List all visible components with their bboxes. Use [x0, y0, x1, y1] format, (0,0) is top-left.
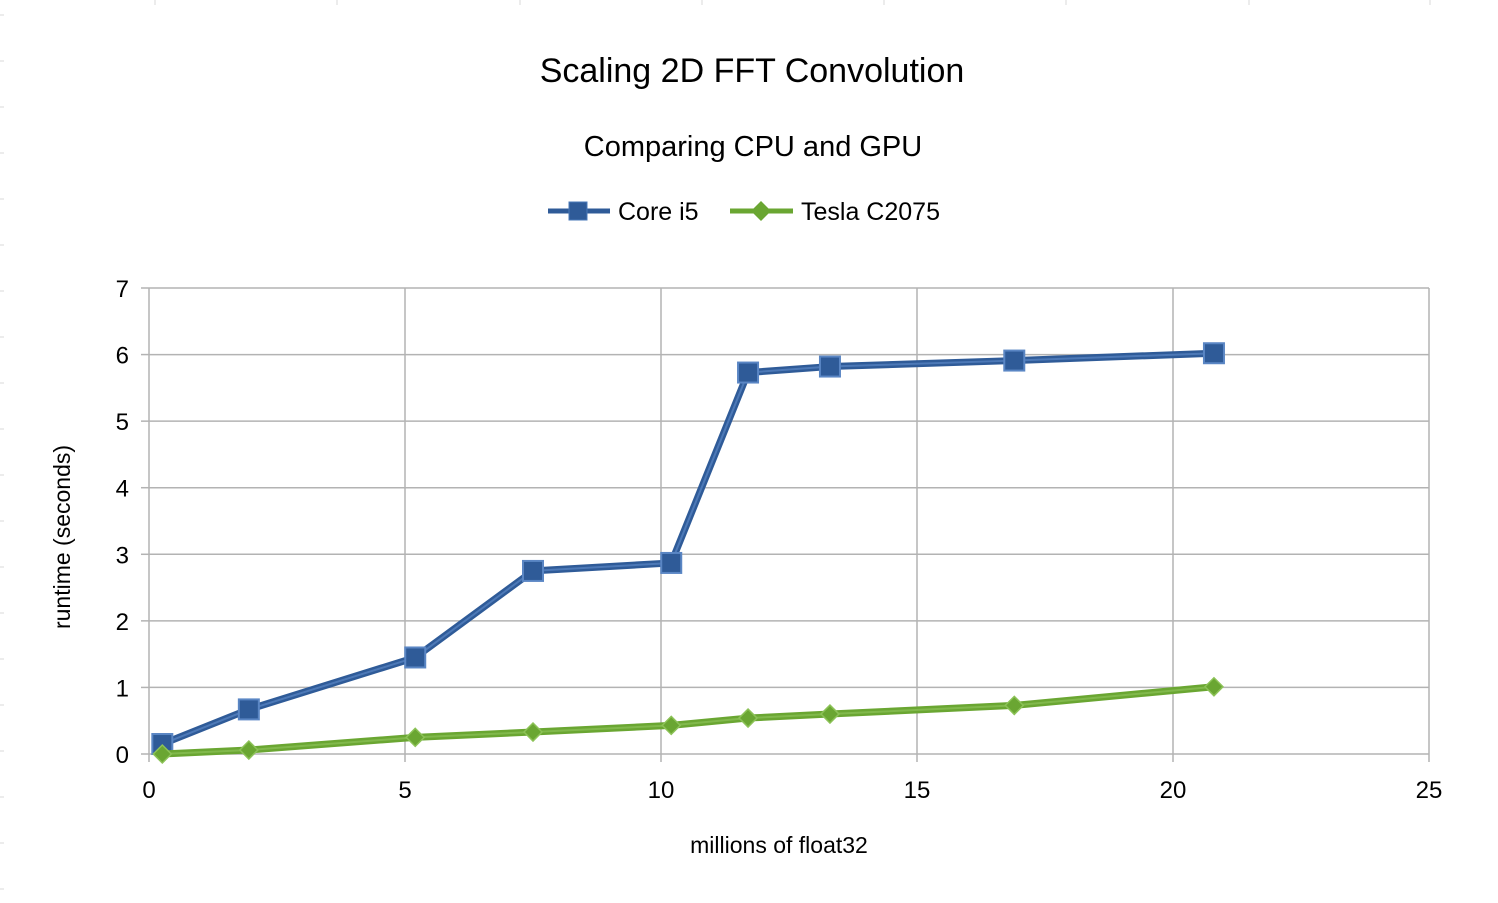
series-tesla-c2075: [152, 676, 1225, 765]
plot-area: 0 5 10 15 20 25 0 1 2 3 4 5 6 7: [116, 276, 1443, 804]
y-tick-label: 4: [116, 476, 129, 503]
data-point-core-i5: [404, 646, 427, 669]
legend-label-tesla-c2075: Tesla C2075: [801, 198, 940, 226]
legend-label-core-i5: Core i5: [618, 198, 699, 226]
data-point-core-i5: [660, 551, 683, 574]
x-tick-label: 5: [398, 777, 411, 804]
x-tick-label: 20: [1160, 777, 1187, 804]
data-point-tesla-c2075: [1203, 676, 1225, 697]
data-point-tesla-c2075: [522, 721, 544, 743]
axes: [141, 287, 1430, 762]
x-tick-label: 10: [648, 777, 675, 804]
data-point-tesla-c2075: [1004, 695, 1025, 716]
data-point-core-i5: [522, 559, 544, 582]
data-point-tesla-c2075: [238, 739, 259, 761]
series-layer: [151, 342, 1225, 765]
data-point-core-i5: [818, 355, 841, 378]
data-point-core-i5: [237, 698, 260, 721]
y-tick-label: 2: [116, 609, 129, 636]
y-tick-label: 0: [116, 742, 129, 769]
y-axis-label: runtime (seconds): [49, 445, 75, 629]
sheet-edge-marks: [0, 0, 1431, 890]
data-point-tesla-c2075: [819, 703, 841, 725]
x-tick-label: 25: [1416, 777, 1443, 804]
data-point-tesla-c2075: [661, 715, 682, 736]
y-axis-ticks: 0 1 2 3 4 5 6 7: [116, 276, 129, 769]
chart-title: Scaling 2D FFT Convolution: [540, 52, 965, 90]
y-tick-label: 3: [116, 542, 129, 569]
y-tick-label: 6: [116, 343, 129, 370]
legend-marker-diamond-icon: [751, 201, 771, 221]
x-tick-label: 15: [904, 777, 931, 804]
data-point-core-i5: [1003, 349, 1026, 372]
legend-item-core-i5: Core i5: [548, 198, 699, 226]
data-point-tesla-c2075: [405, 727, 426, 748]
y-tick-label: 7: [116, 276, 129, 303]
chart-subtitle: Comparing CPU and GPU: [584, 131, 922, 163]
data-point-tesla-c2075: [737, 707, 759, 729]
x-axis-ticks: 0 5 10 15 20 25: [142, 777, 1442, 804]
legend: Core i5 Tesla C2075: [548, 198, 940, 226]
series-core-i5: [151, 342, 1225, 756]
legend-marker-square-icon: [568, 201, 588, 221]
data-point-core-i5: [737, 361, 760, 384]
data-point-core-i5: [1202, 342, 1225, 365]
x-tick-label: 0: [142, 777, 155, 804]
legend-item-tesla-c2075: Tesla C2075: [730, 198, 940, 226]
series-line-core-i5: [161, 349, 1215, 748]
y-tick-label: 1: [116, 675, 129, 702]
x-axis-label: millions of float32: [690, 832, 868, 858]
y-tick-label: 5: [116, 409, 129, 436]
data-point-tesla-c2075: [152, 743, 173, 765]
